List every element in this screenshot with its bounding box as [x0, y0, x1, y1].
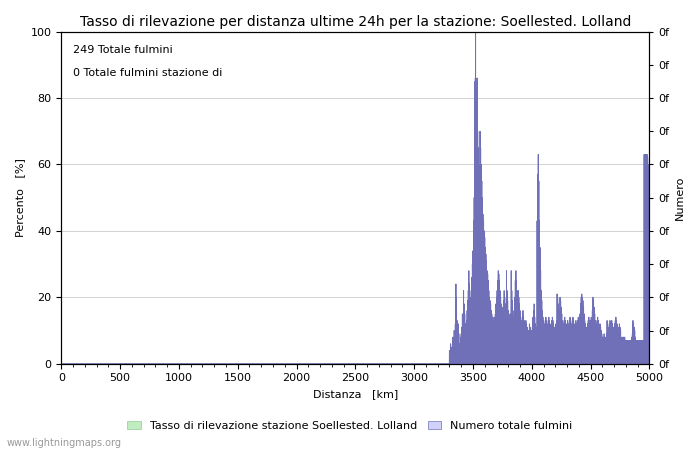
Text: 0 Totale fulmini stazione di: 0 Totale fulmini stazione di: [73, 68, 223, 78]
Y-axis label: Numero: Numero: [675, 176, 685, 220]
Text: www.lightningmaps.org: www.lightningmaps.org: [7, 438, 122, 448]
X-axis label: Distanza   [km]: Distanza [km]: [313, 389, 398, 399]
Text: 249 Totale fulmini: 249 Totale fulmini: [73, 45, 173, 55]
Title: Tasso di rilevazione per distanza ultime 24h per la stazione: Soellested. Lollan: Tasso di rilevazione per distanza ultime…: [80, 15, 631, 29]
Legend: Tasso di rilevazione stazione Soellested. Lolland, Numero totale fulmini: Tasso di rilevazione stazione Soellested…: [123, 416, 577, 436]
Y-axis label: Percento   [%]: Percento [%]: [15, 158, 25, 237]
